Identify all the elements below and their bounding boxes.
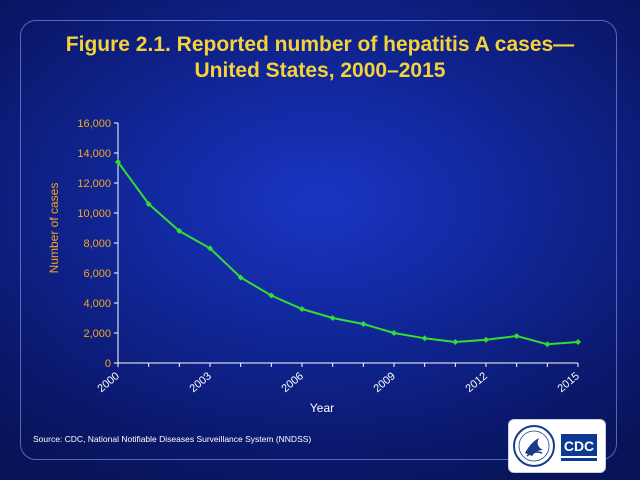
data-point: [207, 245, 213, 252]
data-point: [575, 339, 581, 345]
y-tick-label: 4,000: [83, 298, 111, 310]
x-tick-label: 2003: [187, 370, 213, 395]
data-point: [145, 201, 152, 207]
y-axis: 0 2,000 4,000 6,000 8,000 10,000 12,000 14,000 1…: [77, 118, 119, 370]
y-axis-label: Number of cases: [47, 183, 61, 274]
data-point: [513, 333, 520, 339]
data-point: [268, 292, 275, 299]
x-tick-label: 2006: [279, 370, 305, 395]
data-point: [452, 339, 459, 345]
x-tick-label: 2012: [463, 370, 489, 395]
y-tick-label: 0: [105, 358, 111, 370]
data-point: [421, 335, 428, 342]
cdc-logo-text: CDC: [564, 438, 594, 454]
data-point: [544, 341, 551, 348]
cdc-logo: CDC: [508, 419, 606, 473]
data-point: [391, 330, 397, 336]
chart-title-line-1: Figure 2.1. Reported number of hepatitis…: [65, 33, 575, 56]
chart-title: Figure 2.1. Reported number of hepatitis…: [0, 32, 640, 84]
data-point: [115, 159, 121, 165]
source-note: Source: CDC, National Notifiable Disease…: [33, 434, 312, 444]
data-point: [329, 315, 336, 321]
chart-title-line-2: United States, 2000–2015: [194, 59, 446, 82]
y-tick-label: 6,000: [83, 268, 111, 280]
x-tick-label: 2000: [95, 370, 121, 395]
data-point: [299, 306, 305, 312]
y-tick-label: 16,000: [77, 118, 111, 130]
x-tick-label: 2009: [371, 370, 397, 395]
data-point: [176, 228, 183, 234]
y-tick-label: 12,000: [77, 178, 111, 190]
y-tick-label: 10,000: [77, 208, 111, 220]
y-tick-label: 2,000: [83, 328, 111, 340]
data-point: [237, 274, 244, 281]
y-tick-label: 8,000: [83, 238, 111, 250]
data-point: [360, 321, 367, 327]
series-hepatitis-a-cases: [115, 159, 581, 348]
x-axis: 2000 2003 2006 2009 2012 2015: [95, 362, 582, 395]
y-tick-label: 14,000: [77, 148, 111, 160]
x-tick-label: 2015: [555, 370, 581, 395]
series-line: [117, 161, 579, 346]
hhs-cdc-logo-icon: CDC: [513, 425, 597, 467]
x-axis-label: Year: [310, 401, 334, 415]
content-panel: [20, 20, 617, 460]
data-point: [483, 336, 489, 343]
